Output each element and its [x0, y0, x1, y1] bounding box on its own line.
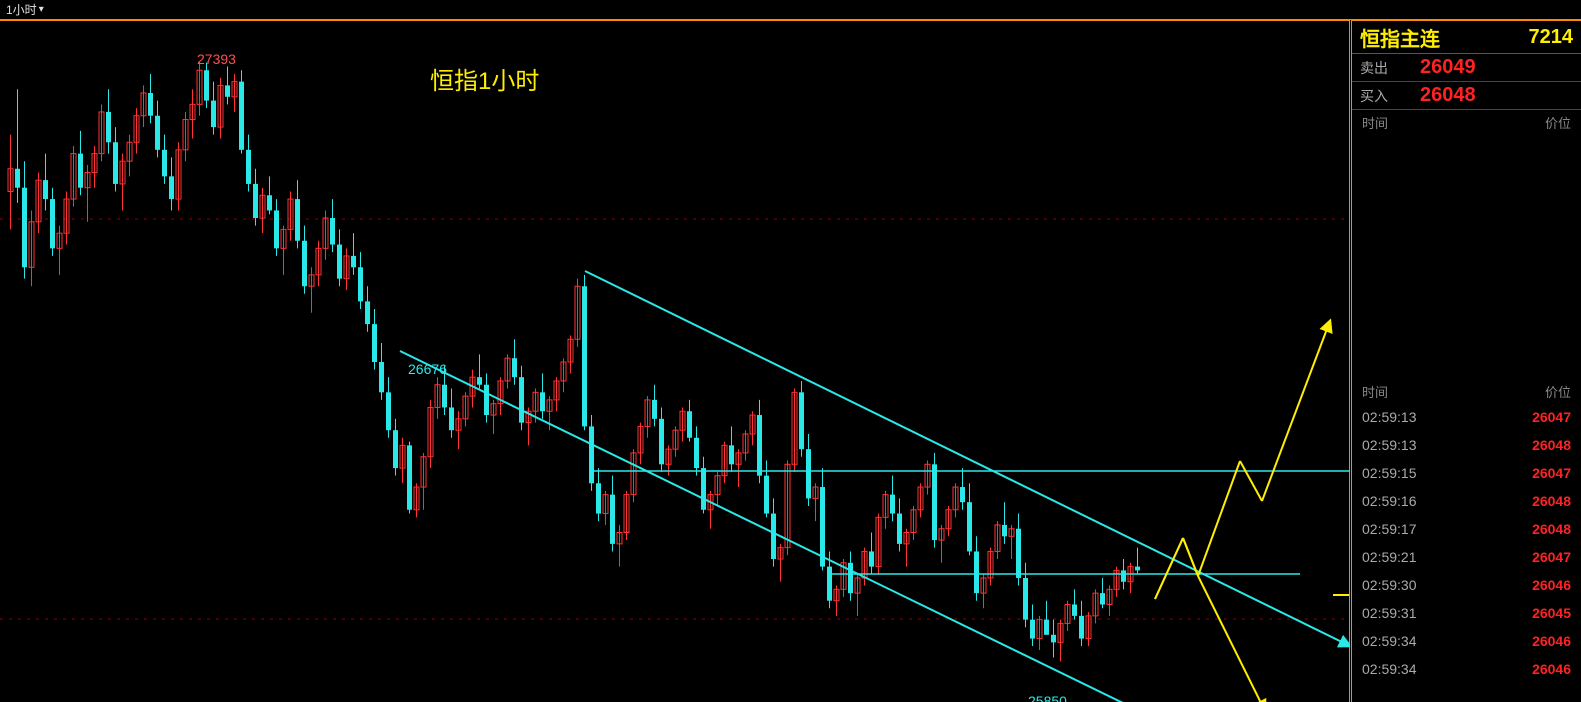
tick-price: 26046	[1532, 633, 1571, 649]
quote-panel: 恒指主连 7214 卖出 26049 买入 26048 时间 价位 时间 价位 …	[1351, 20, 1581, 702]
tick-price: 26048	[1532, 521, 1571, 537]
tick-time: 02:59:13	[1362, 409, 1532, 425]
tick-header-upper: 时间 价位	[1352, 110, 1581, 134]
tick-list: 02:59:132604702:59:132604802:59:15260470…	[1352, 403, 1581, 683]
tick-row: 02:59:3026046	[1352, 571, 1581, 599]
tick-time: 02:59:21	[1362, 549, 1532, 565]
tick-price: 26048	[1532, 493, 1571, 509]
timeframe-bar: 1小时 ▾	[0, 0, 1581, 20]
tick-row: 02:59:1326048	[1352, 431, 1581, 459]
tick-header-lower: 时间 价位	[1352, 379, 1581, 403]
tick-gap	[1352, 134, 1581, 379]
tick-time: 02:59:34	[1362, 633, 1532, 649]
buy-label: 买入	[1360, 86, 1410, 106]
tick-row: 02:59:3126045	[1352, 599, 1581, 627]
tick-row: 02:59:1326047	[1352, 403, 1581, 431]
tick-price: 26048	[1532, 437, 1571, 453]
sell-label: 卖出	[1360, 58, 1410, 78]
sell-price: 26049	[1410, 56, 1573, 79]
chevron-down-icon[interactable]: ▾	[39, 4, 44, 15]
chart-area[interactable]: 恒指1小时 27393 26676 25850	[0, 20, 1350, 702]
tick-time: 02:59:31	[1362, 605, 1532, 621]
tick-price: 26046	[1532, 577, 1571, 593]
timeframe-selector[interactable]: 1小时	[6, 1, 37, 18]
tick-header-time: 时间	[1362, 382, 1545, 401]
tick-price: 26045	[1532, 605, 1571, 621]
tick-price: 26047	[1532, 465, 1571, 481]
tick-row: 02:59:3426046	[1352, 627, 1581, 655]
tick-row: 02:59:2126047	[1352, 543, 1581, 571]
sell-row[interactable]: 卖出 26049	[1352, 54, 1581, 82]
tick-header-price: 价位	[1545, 113, 1571, 132]
buy-row[interactable]: 买入 26048	[1352, 82, 1581, 110]
tick-row: 02:59:1526047	[1352, 459, 1581, 487]
tick-row: 02:59:1726048	[1352, 515, 1581, 543]
tick-row: 02:59:3426046	[1352, 655, 1581, 683]
tick-time: 02:59:30	[1362, 577, 1532, 593]
tick-price: 26046	[1532, 661, 1571, 677]
instrument-code: 7214	[1529, 26, 1574, 49]
tick-header-time: 时间	[1362, 113, 1545, 132]
current-price-marker	[1333, 594, 1349, 596]
tick-price: 26047	[1532, 549, 1571, 565]
tick-time: 02:59:15	[1362, 465, 1532, 481]
instrument-header: 恒指主连 7214	[1352, 20, 1581, 54]
tick-time: 02:59:17	[1362, 521, 1532, 537]
instrument-name: 恒指主连	[1360, 23, 1529, 52]
tick-time: 02:59:13	[1362, 437, 1532, 453]
tick-time: 02:59:34	[1362, 661, 1532, 677]
tick-row: 02:59:1626048	[1352, 487, 1581, 515]
tick-price: 26047	[1532, 409, 1571, 425]
candlestick-chart	[0, 21, 1350, 702]
tick-time: 02:59:16	[1362, 493, 1532, 509]
tick-header-price: 价位	[1545, 382, 1571, 401]
buy-price: 26048	[1410, 84, 1573, 107]
